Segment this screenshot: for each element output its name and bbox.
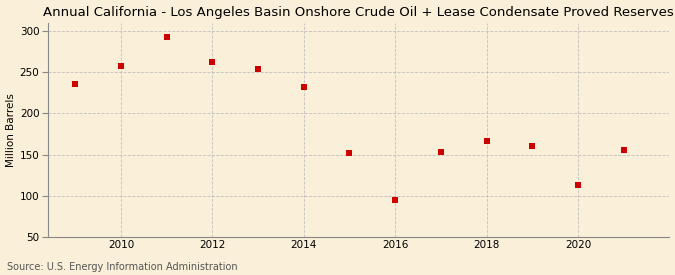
Point: [572, 183, 583, 188]
Point: [298, 85, 309, 89]
Point: [115, 64, 126, 68]
Point: [389, 198, 400, 202]
Point: [527, 144, 538, 148]
Title: Annual California - Los Angeles Basin Onshore Crude Oil + Lease Condensate Prove: Annual California - Los Angeles Basin On…: [43, 6, 674, 18]
Point: [70, 82, 80, 87]
Point: [618, 148, 629, 152]
Point: [207, 60, 218, 64]
Point: [481, 139, 492, 143]
Point: [161, 34, 172, 39]
Y-axis label: Million Barrels: Million Barrels: [5, 93, 16, 167]
Point: [344, 151, 355, 155]
Point: [252, 67, 263, 71]
Point: [435, 150, 446, 155]
Text: Source: U.S. Energy Information Administration: Source: U.S. Energy Information Administ…: [7, 262, 238, 272]
